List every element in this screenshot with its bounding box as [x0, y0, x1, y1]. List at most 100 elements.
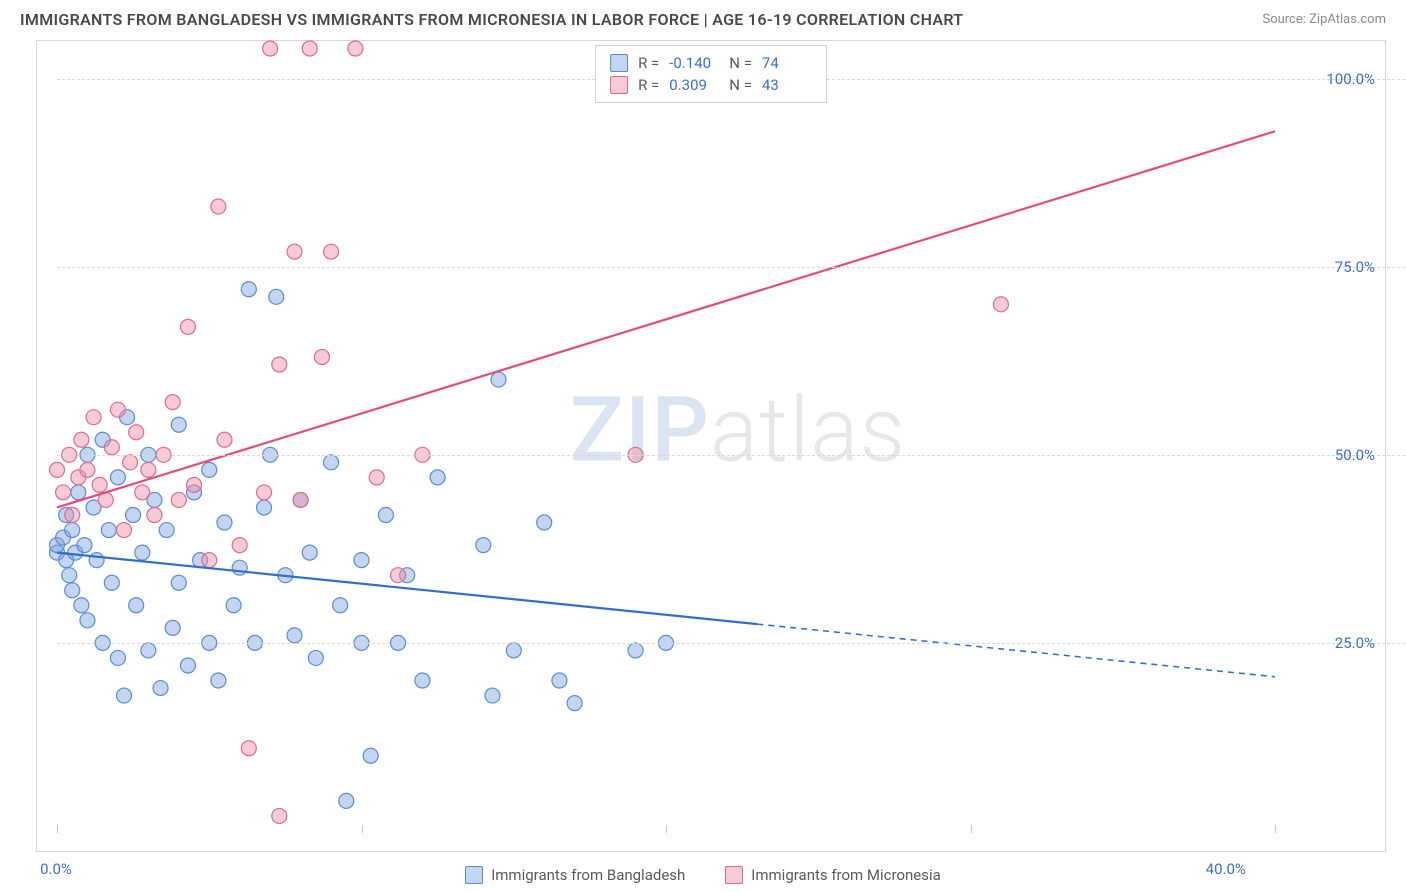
y-tick-label: 75.0% [1335, 258, 1375, 276]
scatter-point [92, 477, 107, 492]
scatter-point [226, 598, 241, 613]
chart-title: IMMIGRANTS FROM BANGLADESH VS IMMIGRANTS… [20, 10, 963, 29]
scatter-point [628, 643, 643, 658]
scatter-point [153, 681, 168, 696]
scatter-point [369, 470, 384, 485]
grid-line [57, 455, 1405, 456]
scatter-point [202, 462, 217, 477]
scatter-point [180, 658, 195, 673]
scatter-point [302, 41, 317, 56]
grid-line [57, 643, 1405, 644]
r-label: R = [638, 76, 659, 94]
scatter-point [165, 620, 180, 635]
scatter-point [232, 560, 247, 575]
scatter-point [165, 395, 180, 410]
scatter-point [116, 688, 131, 703]
legend-swatch-blue [610, 54, 628, 72]
scatter-point [272, 357, 287, 372]
scatter-point [65, 523, 80, 538]
title-bar: IMMIGRANTS FROM BANGLADESH VS IMMIGRANTS… [0, 0, 1406, 35]
scatter-point [430, 470, 445, 485]
x-tick [57, 825, 58, 833]
scatter-point [180, 319, 195, 334]
legend-swatch-pink [610, 76, 628, 94]
grid-line [57, 267, 1405, 268]
scatter-point [171, 492, 186, 507]
scatter-point [354, 553, 369, 568]
y-tick-label: 100.0% [1326, 70, 1375, 88]
x-tick [971, 825, 972, 833]
n-value: 43 [762, 76, 812, 94]
scatter-point [147, 508, 162, 523]
scatter-point [129, 425, 144, 440]
scatter-point [56, 485, 71, 500]
scatter-point [171, 575, 186, 590]
r-value: -0.140 [669, 54, 719, 72]
chart-area: R = -0.140 N = 74 R = 0.309 N = 43 ZIPat… [36, 40, 1386, 852]
scatter-svg [57, 41, 1275, 831]
scatter-point [110, 650, 125, 665]
scatter-point [135, 545, 150, 560]
x-tick [362, 825, 363, 833]
x-axis-labels: 0.0% 40.0% [36, 856, 1386, 882]
scatter-point [314, 350, 329, 365]
scatter-point [348, 41, 363, 56]
correlation-legend: R = -0.140 N = 74 R = 0.309 N = 43 [595, 45, 827, 103]
scatter-point [110, 402, 125, 417]
scatter-point [50, 462, 65, 477]
scatter-point [257, 485, 272, 500]
scatter-point [217, 432, 232, 447]
trend-line [57, 553, 757, 624]
scatter-point [378, 508, 393, 523]
scatter-point [187, 477, 202, 492]
scatter-point [324, 455, 339, 470]
scatter-point [415, 673, 430, 688]
scatter-point [80, 613, 95, 628]
scatter-point [129, 598, 144, 613]
scatter-point [211, 673, 226, 688]
scatter-point [272, 808, 287, 823]
scatter-point [89, 553, 104, 568]
scatter-point [232, 538, 247, 553]
trend-line [57, 131, 1275, 507]
scatter-point [65, 583, 80, 598]
scatter-point [74, 598, 89, 613]
scatter-point [104, 575, 119, 590]
scatter-point [116, 523, 131, 538]
plot-area [57, 41, 1275, 831]
scatter-point [141, 643, 156, 658]
scatter-point [65, 508, 80, 523]
scatter-point [104, 440, 119, 455]
scatter-point [993, 297, 1008, 312]
scatter-point [567, 696, 582, 711]
scatter-point [491, 372, 506, 387]
scatter-point [77, 538, 92, 553]
scatter-point [287, 244, 302, 259]
scatter-point [241, 741, 256, 756]
scatter-point [293, 492, 308, 507]
scatter-point [506, 643, 521, 658]
scatter-point [333, 598, 348, 613]
n-value: 74 [762, 54, 812, 72]
scatter-point [126, 508, 141, 523]
correlation-legend-row: R = 0.309 N = 43 [610, 74, 812, 96]
r-value: 0.309 [669, 76, 719, 94]
scatter-point [110, 470, 125, 485]
source-label: Source: ZipAtlas.com [1262, 12, 1386, 27]
scatter-point [476, 538, 491, 553]
r-label: R = [638, 54, 659, 72]
scatter-point [537, 515, 552, 530]
scatter-point [80, 462, 95, 477]
scatter-point [287, 628, 302, 643]
n-label: N = [729, 76, 752, 94]
scatter-point [202, 553, 217, 568]
scatter-point [308, 650, 323, 665]
trend-line-dashed [757, 624, 1275, 677]
scatter-point [141, 462, 156, 477]
y-tick-label: 25.0% [1335, 634, 1375, 652]
x-tick-label: 0.0% [40, 860, 72, 878]
scatter-point [101, 523, 116, 538]
scatter-point [269, 289, 284, 304]
scatter-point [363, 748, 378, 763]
scatter-point [257, 500, 272, 515]
